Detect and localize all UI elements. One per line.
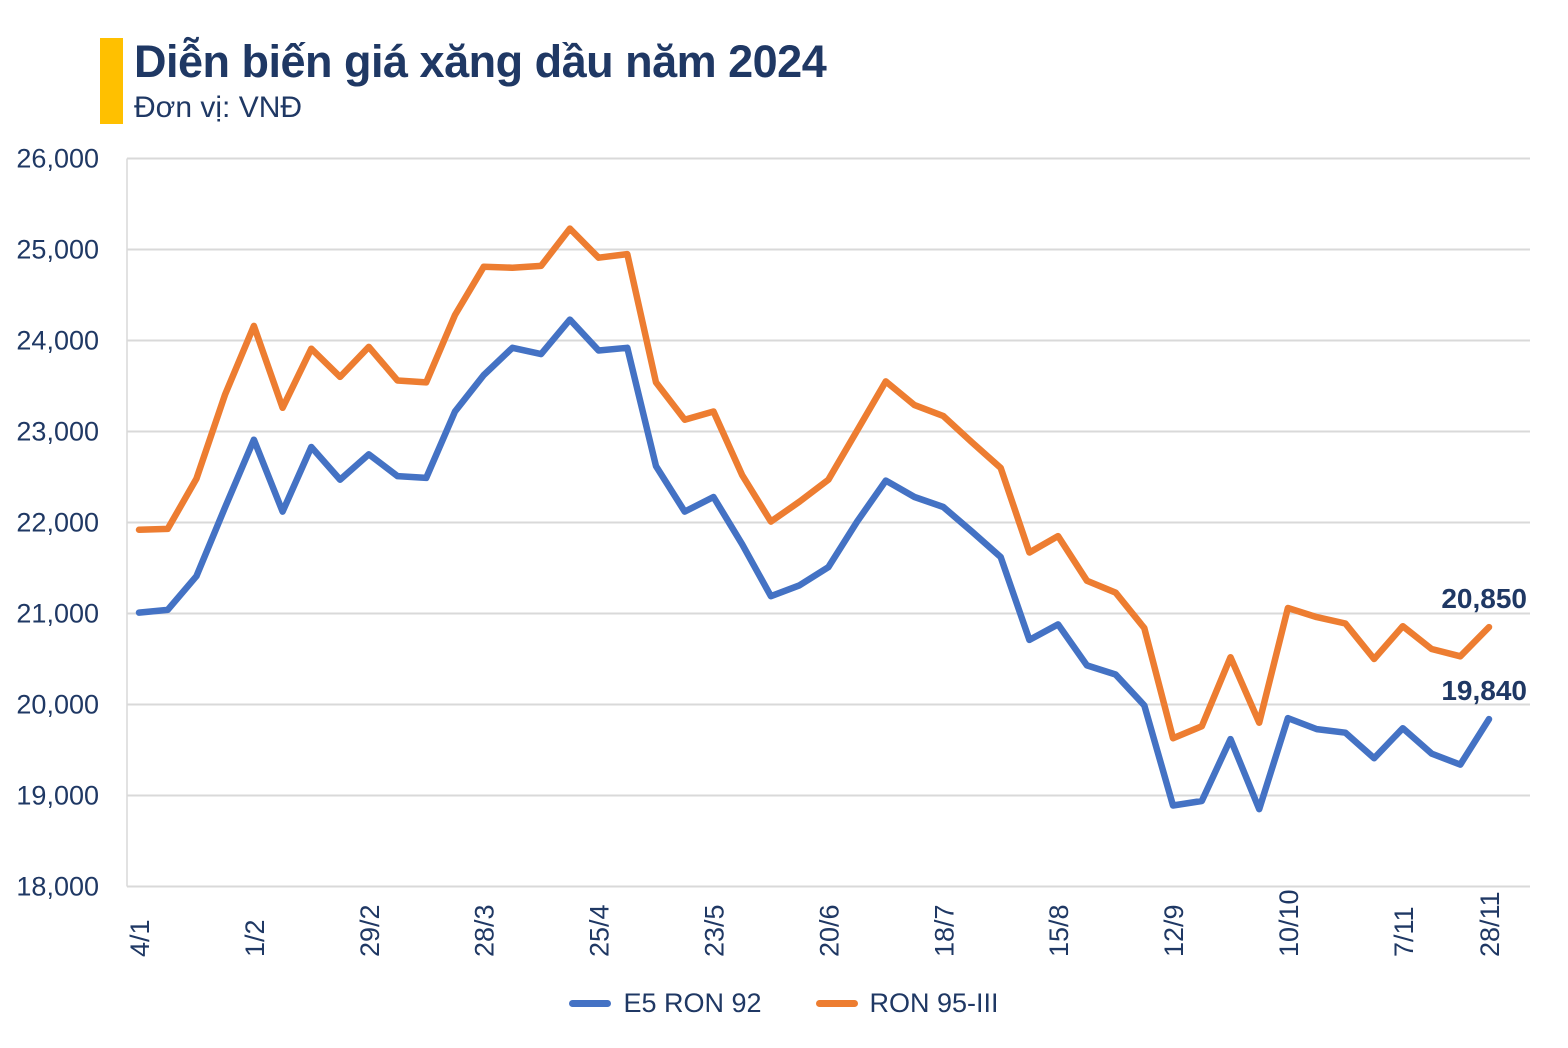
x-axis-tick-label: 7/11 (1389, 906, 1419, 957)
x-axis-tick-label: 28/11 (1475, 891, 1505, 957)
y-axis-tick-label: 18,000 (16, 872, 99, 902)
y-axis-tick-label: 21,000 (16, 599, 99, 629)
y-axis-tick-label: 20,000 (16, 690, 99, 720)
y-axis-tick-label: 25,000 (16, 235, 99, 265)
x-axis-tick-label: 12/9 (1159, 904, 1189, 957)
x-axis-tick-label: 23/5 (699, 904, 729, 957)
unit-label: Đơn vị: VNĐ (134, 91, 303, 125)
x-axis-tick-label: 29/2 (355, 904, 385, 957)
legend-label: E5 RON 92 (623, 988, 762, 1018)
x-axis-tick-label: 28/3 (470, 904, 500, 957)
y-axis-tick-label: 23,000 (16, 417, 99, 447)
y-axis-tick-label: 24,000 (16, 326, 99, 356)
legend-item-ron95: RON 95-III (815, 988, 999, 1019)
x-axis-tick-label: 1/2 (240, 919, 270, 957)
y-axis-tick-label: 22,000 (16, 508, 99, 538)
series-line-e5-ron-92 (135, 316, 1493, 813)
x-axis-tick-label: 15/8 (1044, 904, 1074, 957)
accent-bar (100, 38, 123, 124)
legend-label: RON 95-III (869, 988, 999, 1018)
y-axis-tick-label: 26,000 (16, 144, 99, 174)
x-axis-tick-label: 10/10 (1274, 889, 1304, 957)
ron95-line-swatch (815, 1000, 858, 1007)
x-axis-tick-label: 20/6 (814, 904, 844, 957)
chart-header: Diễn biến giá xăng dầu năm 2024 Đơn vị: … (100, 36, 827, 125)
legend-item-e5-ron92: E5 RON 92 (569, 988, 762, 1019)
page-title: Diễn biến giá xăng dầu năm 2024 (134, 36, 827, 87)
x-axis-tick-label: 4/1 (125, 919, 155, 957)
e5-ron92-line-swatch (569, 1000, 612, 1007)
end-data-label: 20,850 (1441, 583, 1527, 614)
x-axis-tick-label: 25/4 (585, 904, 615, 957)
title-block: Diễn biến giá xăng dầu năm 2024 Đơn vị: … (134, 36, 827, 125)
x-axis-tick-label: 18/7 (929, 904, 959, 957)
chart-legend: E5 RON 92 RON 95-III (0, 988, 1568, 1019)
end-data-label: 19,840 (1441, 675, 1527, 706)
series-line-ron-95-iii (135, 225, 1493, 742)
y-axis-tick-label: 19,000 (16, 781, 99, 811)
